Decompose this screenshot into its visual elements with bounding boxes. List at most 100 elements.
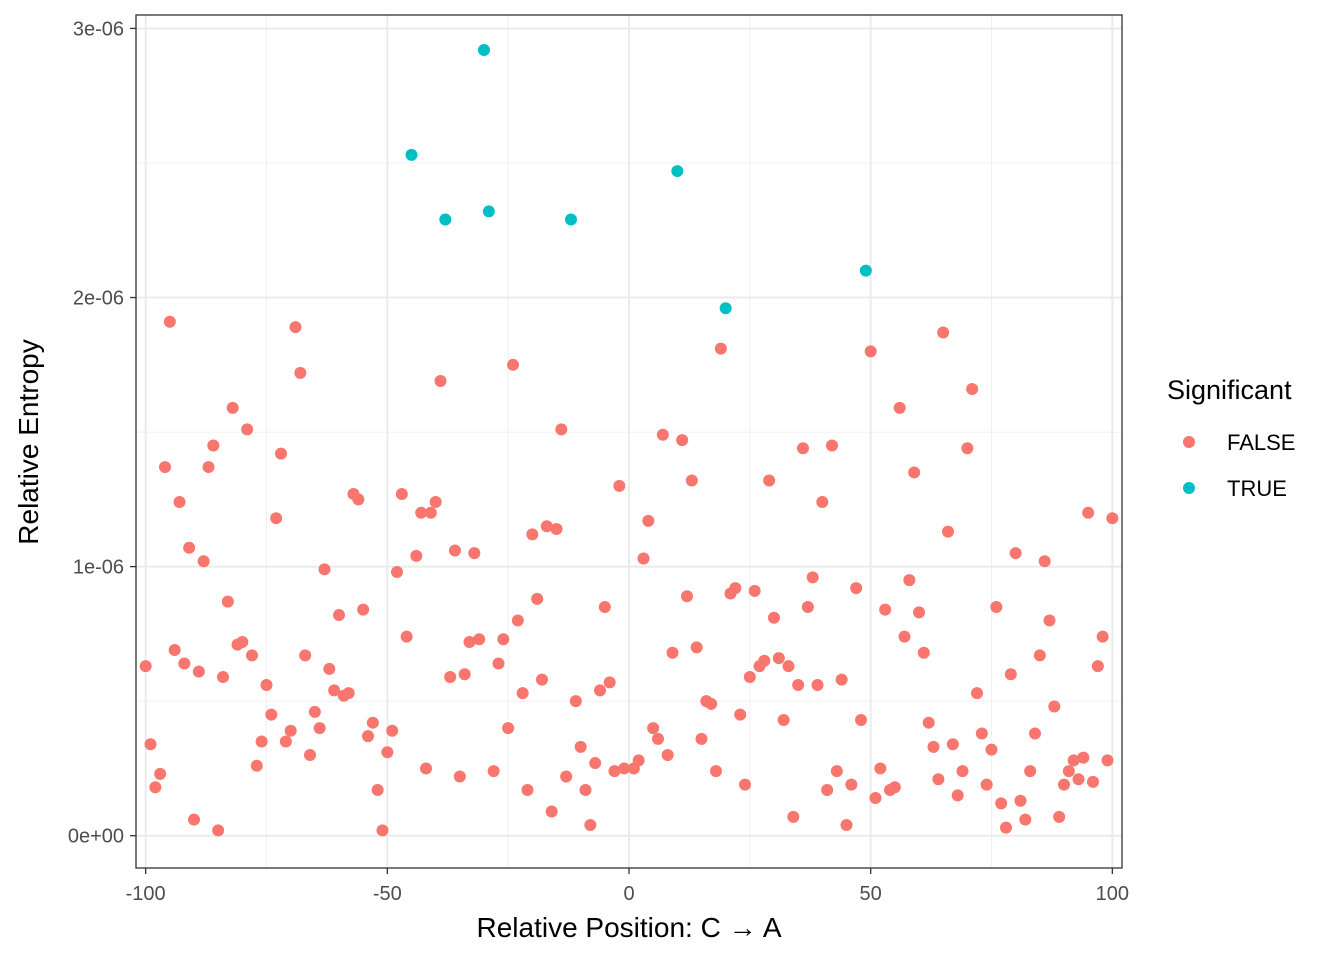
data-point-true — [478, 43, 490, 56]
data-point-false — [1106, 512, 1119, 525]
data-point-false — [318, 563, 331, 576]
data-point-false — [139, 660, 152, 673]
data-point-false — [695, 732, 708, 745]
data-point-false — [400, 630, 413, 643]
data-point-false — [1000, 821, 1012, 834]
data-point-false — [1038, 555, 1051, 568]
data-point-false — [420, 762, 432, 775]
data-point-false — [536, 673, 548, 686]
data-point-false — [681, 590, 693, 603]
data-point-false — [154, 767, 167, 780]
data-point-true — [482, 205, 495, 218]
y-tick-label: 3e-06 — [73, 18, 124, 40]
data-point-false — [1087, 775, 1099, 788]
data-point-false — [207, 439, 220, 452]
data-point-false — [540, 520, 553, 533]
data-point-false — [492, 657, 505, 670]
data-point-false — [985, 743, 998, 756]
data-point-false — [415, 506, 428, 519]
data-point-false — [739, 778, 751, 791]
data-point-true — [719, 302, 732, 315]
data-point-false — [250, 759, 263, 772]
data-point-false — [434, 374, 447, 387]
data-point-false — [241, 423, 254, 436]
x-tick-label: 0 — [623, 883, 634, 905]
data-point-false — [507, 358, 519, 371]
data-point-false — [221, 595, 234, 608]
axis-ticks: -100 -50 0 50 100 0e+00 1e-06 2e-06 3e-06 — [68, 18, 1129, 905]
data-point-true — [565, 213, 577, 226]
data-point-false — [255, 735, 268, 748]
data-point-false — [371, 783, 384, 796]
data-point-false — [618, 762, 631, 775]
data-point-false — [685, 474, 698, 487]
data-point-false — [202, 461, 215, 474]
data-point-false — [376, 824, 389, 837]
data-point-false — [1024, 765, 1037, 778]
data-point-false — [855, 714, 867, 727]
y-tick-label: 2e-06 — [73, 288, 124, 310]
data-point-false — [656, 428, 669, 441]
data-point-false — [961, 442, 974, 455]
data-point-false — [323, 662, 336, 675]
data-point-false — [734, 708, 747, 721]
data-point-false — [424, 506, 437, 519]
data-point-false — [772, 652, 785, 665]
data-point-false — [893, 401, 906, 414]
data-point-false — [801, 600, 814, 613]
data-point-false — [966, 383, 979, 396]
data-point-false — [840, 818, 853, 831]
data-point-false — [603, 676, 616, 689]
data-point-false — [937, 326, 950, 339]
data-point-false — [521, 783, 534, 796]
data-point-false — [1062, 765, 1075, 778]
data-point-false — [835, 673, 848, 686]
data-point-false — [1096, 630, 1109, 643]
data-point-false — [729, 582, 742, 595]
data-point-false — [782, 660, 795, 673]
data-point-false — [545, 805, 558, 818]
x-tick-label: -100 — [126, 883, 166, 905]
data-point-false — [1091, 660, 1104, 673]
data-point-false — [260, 679, 273, 692]
data-point-false — [748, 584, 761, 597]
data-point-false — [613, 479, 626, 492]
data-point-false — [806, 571, 819, 584]
data-point-false — [676, 434, 689, 447]
y-tick-label: 0e+00 — [68, 826, 124, 848]
data-point-false — [487, 765, 500, 778]
data-point-false — [270, 512, 283, 525]
data-point-false — [284, 724, 297, 737]
data-point-false — [598, 600, 611, 613]
data-point-false — [608, 765, 621, 778]
data-point-false — [705, 697, 718, 710]
data-point-false — [1048, 700, 1061, 713]
data-point-false — [951, 789, 964, 802]
data-point-false — [531, 592, 544, 605]
data-point-false — [850, 582, 863, 595]
data-point-false — [888, 781, 901, 794]
data-point-false — [473, 633, 486, 646]
data-point-false — [768, 611, 780, 624]
data-point-true — [439, 213, 452, 226]
data-point-false — [226, 401, 239, 414]
data-point-false — [313, 722, 326, 735]
data-point-false — [903, 574, 916, 587]
major-gridlines — [136, 15, 1122, 868]
data-point-false — [1067, 754, 1080, 767]
data-point-false — [821, 783, 834, 796]
data-point-false — [217, 670, 229, 683]
legend-label-false: FALSE — [1227, 430, 1295, 455]
data-point-false — [1043, 614, 1056, 627]
data-point-false — [149, 781, 162, 794]
data-point-false — [922, 716, 935, 729]
data-point-false — [289, 321, 302, 334]
legend-title: Significant — [1167, 375, 1292, 405]
data-point-false — [579, 783, 592, 796]
data-point-false — [594, 684, 606, 697]
data-point-false — [864, 345, 877, 358]
data-point-false — [178, 657, 191, 670]
data-point-false — [188, 813, 200, 826]
data-point-false — [971, 687, 983, 700]
data-point-false — [1082, 506, 1095, 519]
